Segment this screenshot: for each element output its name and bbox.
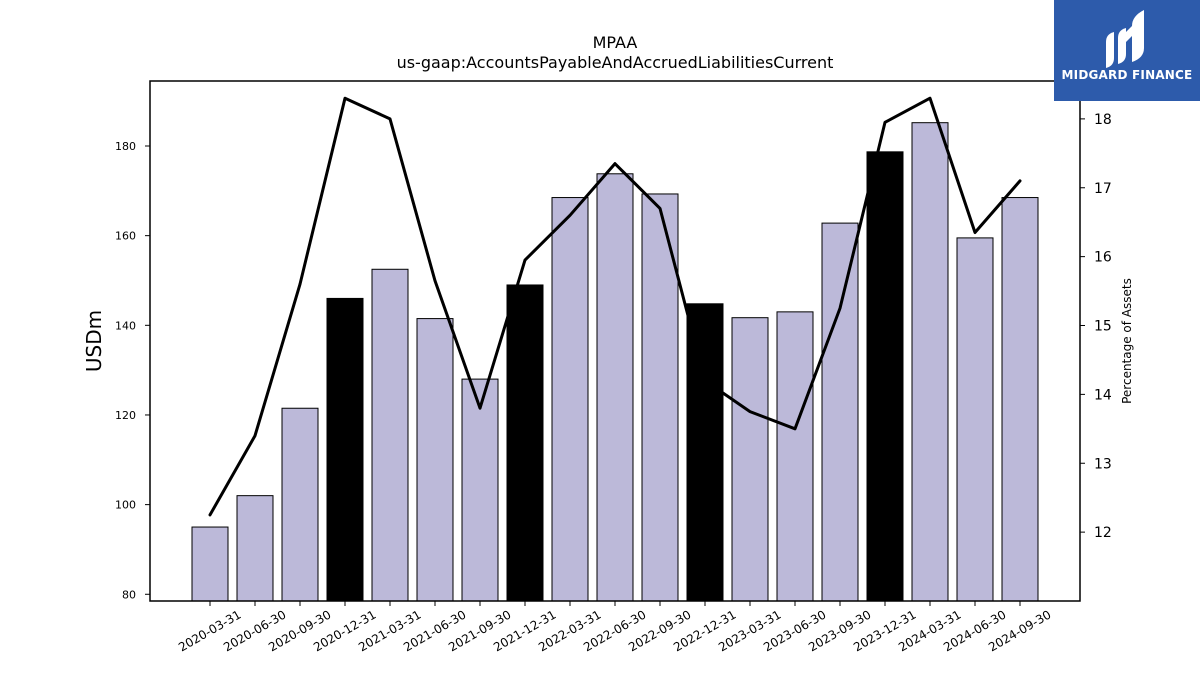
bar-2021-03-31 [371,268,409,602]
midgard-finance-logo: MIDGARD FINANCE [1054,0,1200,101]
y2-tick-label-16: 16 [1094,250,1112,266]
y-tick-label-160: 160 [115,230,136,243]
bar-2022-09-30 [641,193,679,602]
bar-2021-09-30 [461,378,499,602]
chart-title: MPAA [592,33,638,52]
midgard-logo-mark-icon [1106,10,1144,68]
y2-axis-label: Percentage of Assets [1120,278,1134,404]
bar-2022-06-30 [596,173,634,602]
bar-2021-06-30 [416,318,454,602]
y-tick-label-80: 80 [122,588,136,601]
y-tick-label-120: 120 [115,409,136,422]
chart-subtitle: us-gaap:AccountsPayableAndAccruedLiabili… [396,53,834,72]
y2-tick-label-17: 17 [1094,181,1112,197]
bar-2023-03-31 [731,317,769,602]
y-tick-label-140: 140 [115,319,136,332]
y2-tick-label-18: 18 [1094,112,1112,128]
y-axis-label: USDm [82,310,106,372]
bar-2022-12-31 [686,303,724,602]
bar-2023-06-30 [776,311,814,602]
y2-tick-label-14: 14 [1094,387,1112,403]
bar-2020-09-30 [281,407,319,602]
bar-2020-03-31 [191,526,229,602]
y2-tick-label-13: 13 [1094,456,1112,472]
bar-2023-09-30 [821,222,859,602]
percentage-of-assets-line [208,96,1022,517]
bar-2024-03-31 [911,122,949,602]
bar-2024-09-30 [1001,197,1039,602]
y-tick-label-180: 180 [115,140,136,153]
logo-text: MIDGARD FINANCE [1061,68,1193,82]
bar-2021-12-31 [506,284,544,602]
bar-2020-06-30 [236,495,274,602]
y-tick-label-100: 100 [115,499,136,512]
bar-2020-12-31 [326,297,364,602]
bar-2022-03-31 [551,197,589,602]
y2-tick-label-12: 12 [1094,525,1112,541]
bar-2023-12-31 [866,151,904,602]
y2-tick-label-15: 15 [1094,319,1112,335]
bar-2024-06-30 [956,237,994,602]
